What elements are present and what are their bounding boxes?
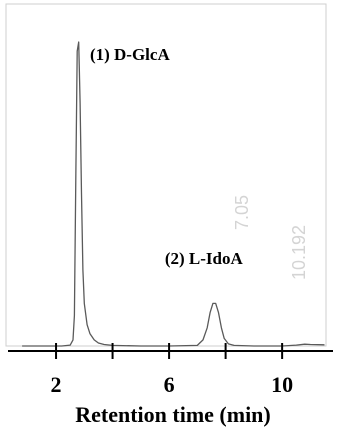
peak-label: (1) D-GlcA [90, 45, 171, 64]
background-stamps: 7.05 10.192 [232, 195, 309, 280]
x-tick-label: 10 [271, 372, 293, 397]
stamp-number: 10.192 [289, 225, 309, 280]
peak-label: (2) L-IdoA [165, 249, 244, 268]
x-axis-ticks: 2 6 10 [51, 343, 293, 397]
stamp-date: 7.05 [232, 195, 252, 230]
chromatogram-trace-line [22, 41, 325, 347]
peak-annotations: (1) D-GlcA (2) L-IdoA [90, 45, 244, 268]
x-axis-label: Retention time (min) [75, 402, 271, 427]
x-tick-label: 2 [51, 372, 62, 397]
x-tick-label: 6 [164, 372, 175, 397]
chromatogram-trace-group [22, 41, 325, 347]
